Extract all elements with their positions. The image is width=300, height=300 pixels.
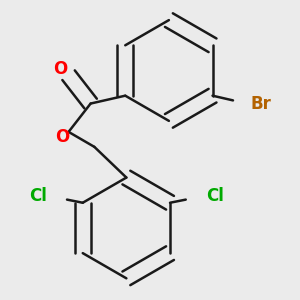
Text: O: O <box>55 128 69 146</box>
Text: Br: Br <box>250 94 271 112</box>
Text: Cl: Cl <box>29 188 46 206</box>
Text: Cl: Cl <box>206 188 224 206</box>
Text: O: O <box>54 60 68 78</box>
